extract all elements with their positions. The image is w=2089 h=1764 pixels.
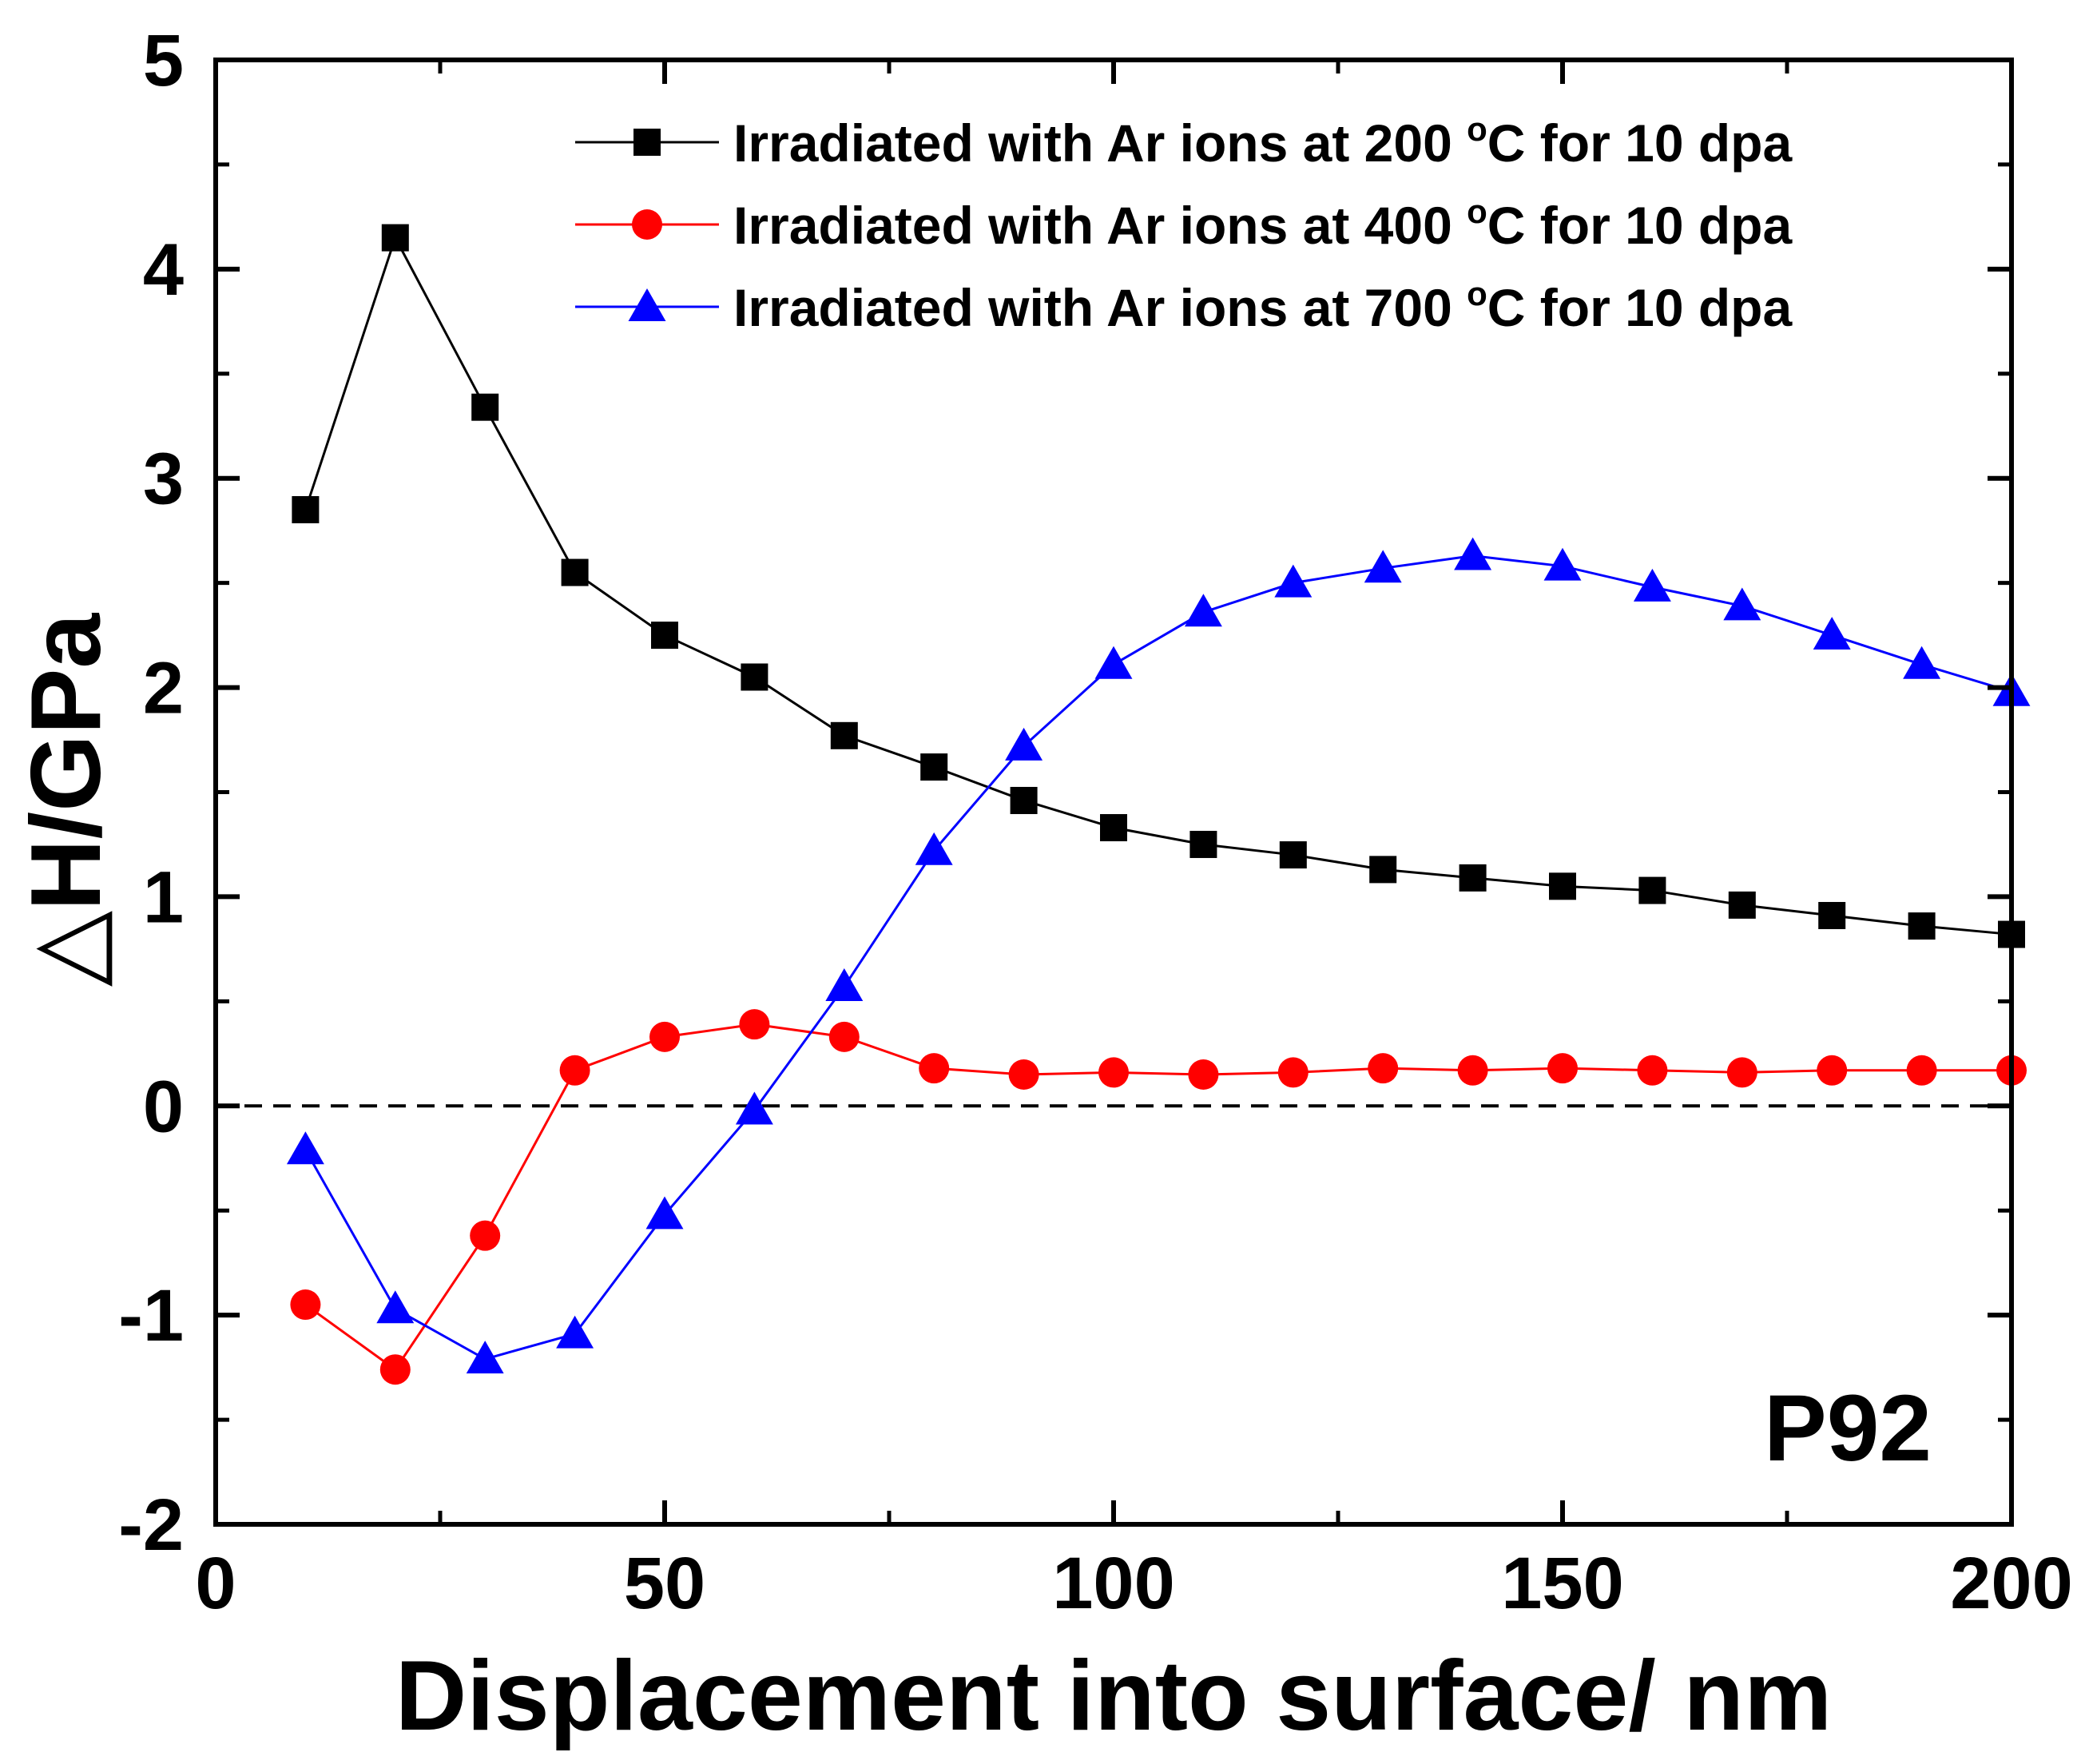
series-line-1 (304, 234, 2012, 936)
data-point-series-3 (1184, 594, 1222, 627)
series-line-3 (304, 554, 2012, 1361)
data-point-series-1 (1638, 876, 1666, 904)
data-point-series-1 (1549, 872, 1576, 900)
data-point-series-2 (559, 1055, 590, 1086)
data-point-series-2 (739, 1009, 770, 1040)
data-point-series-2 (649, 1021, 680, 1052)
data-point-series-1 (1100, 814, 1127, 842)
legend-label-2: Irradiated with Ar ions at 400 oC for 10… (733, 193, 1793, 255)
legend-label-3: Irradiated with Ar ions at 700 oC for 10… (733, 275, 1793, 337)
x-tick-label: 0 (195, 1543, 236, 1624)
data-point-series-3 (915, 832, 953, 865)
data-point-series-3 (376, 1290, 415, 1324)
data-point-series-2 (1188, 1059, 1219, 1091)
data-point-series-3 (1454, 537, 1492, 570)
data-point-series-2 (379, 1354, 411, 1385)
data-point-series-1 (1189, 830, 1217, 858)
data-point-series-3 (1543, 547, 1582, 581)
data-point-series-2 (1547, 1053, 1578, 1084)
data-point-series-1 (1010, 786, 1038, 814)
data-point-series-3 (645, 1196, 684, 1230)
data-point-series-3 (1005, 727, 1043, 761)
data-point-series-2 (1637, 1055, 1668, 1086)
data-point-series-1 (741, 663, 768, 691)
data-point-series-1 (651, 622, 678, 650)
data-point-series-3 (286, 1131, 324, 1165)
x-tick-label: 150 (1501, 1543, 1624, 1624)
data-point-series-3 (1723, 587, 1761, 621)
data-point-series-1 (471, 393, 499, 421)
y-tick-label: 1 (143, 856, 184, 938)
y-axis-title: △H/GPa (11, 613, 121, 987)
x-axis-title: Displacement into surface/ nm (395, 1641, 1832, 1751)
data-point-series-2 (470, 1220, 501, 1251)
y-tick-label: 4 (143, 229, 184, 311)
y-tick-label: 0 (143, 1066, 184, 1147)
x-tick-label: 100 (1052, 1543, 1175, 1624)
data-point-series-3 (735, 1091, 773, 1125)
data-point-series-1 (1728, 891, 1756, 919)
data-point-series-3 (1274, 564, 1313, 598)
data-point-series-3 (556, 1315, 594, 1349)
data-point-series-2 (1098, 1057, 1129, 1088)
data-point-series-1 (381, 224, 409, 252)
legend: Irradiated with Ar ions at 200 oC for 10… (575, 110, 1793, 337)
data-point-series-1 (561, 558, 589, 586)
x-tick-label: 200 (1950, 1543, 2073, 1624)
sample-label: P92 (1764, 1376, 1932, 1481)
data-point-series-3 (1903, 646, 1941, 679)
data-point-series-2 (290, 1289, 321, 1321)
data-point-series-2 (1457, 1055, 1488, 1086)
data-point-series-2 (919, 1053, 950, 1084)
data-point-series-1 (1279, 841, 1307, 869)
y-tick-label: 5 (143, 20, 184, 101)
data-point-series-2 (1368, 1053, 1399, 1084)
data-point-series-2 (1726, 1057, 1757, 1088)
data-point-series-2 (828, 1021, 860, 1052)
data-point-series-1 (1818, 901, 1846, 929)
data-point-series-3 (466, 1341, 504, 1374)
data-point-series-2 (1817, 1055, 1848, 1086)
legend-marker-1 (633, 129, 661, 156)
y-tick-label: -1 (118, 1275, 184, 1357)
data-point-series-1 (830, 721, 858, 749)
y-tick-label: 2 (143, 648, 184, 729)
data-point-series-3 (1633, 568, 1671, 602)
data-point-series-2 (1008, 1059, 1039, 1091)
data-point-series-3 (1364, 550, 1402, 583)
legend-marker-2 (632, 209, 662, 240)
data-point-series-3 (1094, 646, 1133, 679)
y-tick-label: -2 (118, 1484, 184, 1566)
data-point-series-3 (1813, 617, 1851, 650)
legend-marker-3 (628, 288, 666, 321)
data-point-series-2 (1277, 1057, 1309, 1088)
y-tick-label: 3 (143, 439, 184, 520)
x-tick-label: 50 (624, 1543, 705, 1624)
data-point-series-1 (1908, 912, 1936, 940)
data-point-series-1 (1369, 856, 1397, 884)
data-point-series-2 (1906, 1055, 1937, 1086)
data-point-series-1 (1459, 864, 1487, 892)
data-point-series-3 (825, 968, 864, 1001)
data-point-series-1 (292, 495, 320, 523)
data-point-series-1 (920, 753, 948, 781)
legend-label-1: Irradiated with Ar ions at 200 oC for 10… (733, 110, 1793, 173)
